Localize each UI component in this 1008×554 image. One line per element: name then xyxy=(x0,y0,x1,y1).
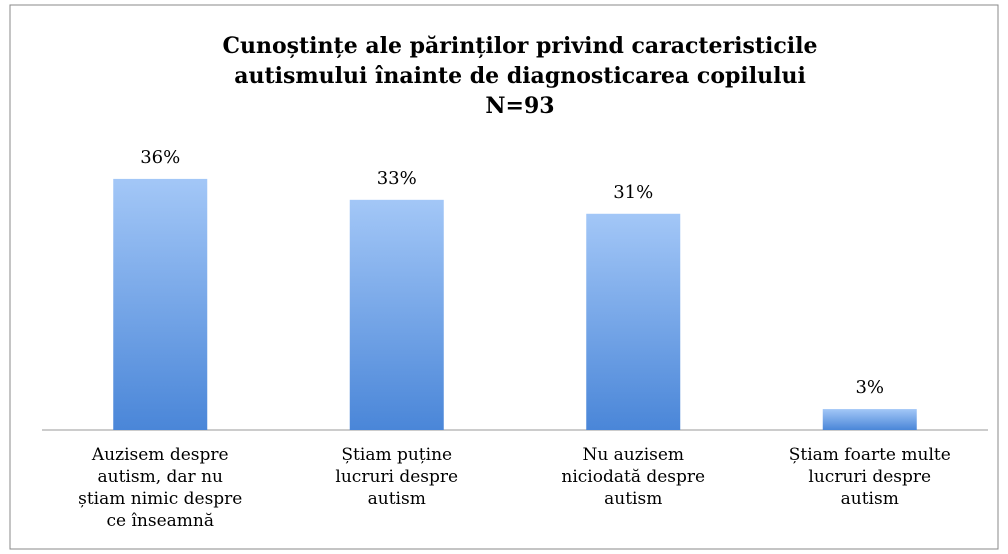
bar xyxy=(822,409,917,430)
x-tick-label: Nu auzisem niciodată despre autism xyxy=(561,445,706,509)
data-label: 33% xyxy=(377,168,417,189)
data-label: 31% xyxy=(613,182,653,203)
x-tick-label: Știam foarte multe lucruri despre autism xyxy=(788,445,951,509)
chart-title: autismului înainte de diagnosticarea cop… xyxy=(234,63,806,89)
chart-title: Cunoștințe ale părinților privind caract… xyxy=(222,33,817,59)
bar xyxy=(349,199,444,430)
bar xyxy=(586,213,681,430)
x-tick-label-box: Știam puține lucruri despre autism xyxy=(335,445,459,509)
data-label: 36% xyxy=(140,147,180,168)
bar xyxy=(113,178,208,430)
x-tick-label-box: Știam foarte multe lucruri despre autism xyxy=(788,445,951,509)
data-label: 3% xyxy=(855,377,884,398)
chart-title: N=93 xyxy=(485,93,554,119)
x-tick-label: Auzisem despre autism, dar nu știam nimi… xyxy=(78,445,243,531)
x-tick-label-box: Auzisem despre autism, dar nu știam nimi… xyxy=(78,445,243,531)
x-tick-label: Știam puține lucruri despre autism xyxy=(335,445,459,509)
x-tick-label-box: Nu auzisem niciodată despre autism xyxy=(561,445,706,509)
